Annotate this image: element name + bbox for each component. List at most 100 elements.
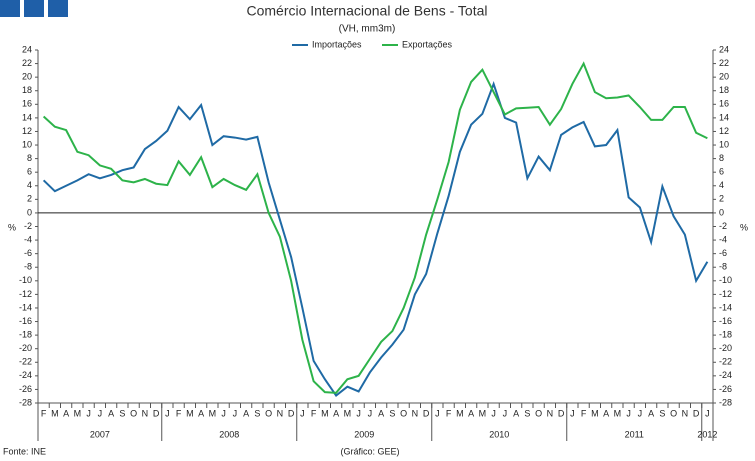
x-tick-label: J bbox=[221, 408, 226, 418]
x-tick-label: J bbox=[356, 408, 361, 418]
y2-tick-label: 22 bbox=[719, 58, 729, 68]
x-tick-label: F bbox=[311, 408, 317, 418]
x-tick-label: D bbox=[423, 408, 430, 418]
x-tick-label: M bbox=[74, 408, 82, 418]
y-axis-label: % bbox=[8, 222, 16, 232]
y2-tick-label: -8 bbox=[719, 262, 727, 272]
y2-tick-label: -14 bbox=[719, 302, 732, 312]
y-tick-label: -16 bbox=[19, 316, 32, 326]
chart-title: Comércio Internacional de Bens - Total bbox=[247, 3, 488, 19]
year-label: 2010 bbox=[489, 429, 509, 439]
x-tick-label: J bbox=[503, 408, 508, 418]
y-tick-label: 14 bbox=[22, 112, 32, 122]
y2-tick-label: 2 bbox=[719, 194, 724, 204]
x-tick-label: A bbox=[198, 408, 204, 418]
y2-tick-label: -12 bbox=[719, 289, 732, 299]
y-tick-label: -4 bbox=[24, 234, 32, 244]
x-tick-label: N bbox=[277, 408, 284, 418]
y2-axis-label: % bbox=[740, 222, 748, 232]
x-tick-label: N bbox=[412, 408, 419, 418]
x-tick-label: O bbox=[265, 408, 272, 418]
y-tick-label: 20 bbox=[22, 72, 32, 82]
y2-tick-label: 6 bbox=[719, 167, 724, 177]
x-tick-label: A bbox=[378, 408, 384, 418]
x-tick-label: J bbox=[98, 408, 103, 418]
y-tick-label: 24 bbox=[22, 44, 32, 54]
y-tick-label: -8 bbox=[24, 262, 32, 272]
legend-label: Importações bbox=[312, 39, 362, 49]
y-tick-label: 8 bbox=[27, 153, 32, 163]
logo-block bbox=[24, 0, 44, 17]
x-tick-label: J bbox=[435, 408, 440, 418]
y2-tick-label: -2 bbox=[719, 221, 727, 231]
x-tick-label: M bbox=[186, 408, 194, 418]
x-tick-label: M bbox=[591, 408, 599, 418]
y-tick-label: -28 bbox=[19, 397, 32, 407]
x-tick-label: A bbox=[648, 408, 654, 418]
x-tick-label: M bbox=[614, 408, 622, 418]
y2-tick-label: -16 bbox=[719, 316, 732, 326]
y2-tick-label: 10 bbox=[719, 139, 729, 149]
x-tick-label: J bbox=[491, 408, 496, 418]
x-tick-label: N bbox=[142, 408, 149, 418]
y-tick-label: -2 bbox=[24, 221, 32, 231]
x-tick-label: A bbox=[108, 408, 114, 418]
series-line bbox=[42, 61, 708, 394]
y2-tick-label: 14 bbox=[719, 112, 729, 122]
legend-label: Exportações bbox=[402, 39, 453, 49]
y2-tick-label: 12 bbox=[719, 126, 729, 136]
y-tick-label: 18 bbox=[22, 85, 32, 95]
y-tick-label: -12 bbox=[19, 289, 32, 299]
x-tick-label: D bbox=[693, 408, 700, 418]
y-tick-label: 22 bbox=[22, 58, 32, 68]
y2-tick-label: 4 bbox=[719, 180, 724, 190]
x-tick-label: M bbox=[321, 408, 329, 418]
y2-tick-label: -24 bbox=[719, 370, 732, 380]
y2-tick-label: 8 bbox=[719, 153, 724, 163]
y-tick-label: 12 bbox=[22, 126, 32, 136]
x-tick-label: S bbox=[254, 408, 260, 418]
x-tick-label: J bbox=[300, 408, 305, 418]
logo-block bbox=[0, 0, 20, 17]
x-tick-label: M bbox=[479, 408, 487, 418]
series-line bbox=[42, 80, 709, 397]
credit: (Gráfico: GEE) bbox=[340, 446, 399, 456]
x-tick-label: O bbox=[130, 408, 137, 418]
x-tick-label: F bbox=[41, 408, 47, 418]
y-tick-label: 6 bbox=[27, 167, 32, 177]
y-tick-label: -22 bbox=[19, 357, 32, 367]
x-tick-label: M bbox=[344, 408, 352, 418]
x-tick-label: O bbox=[670, 408, 677, 418]
y-tick-label: -26 bbox=[19, 384, 32, 394]
y2-tick-label: 18 bbox=[719, 85, 729, 95]
x-tick-label: M bbox=[209, 408, 217, 418]
x-tick-label: A bbox=[603, 408, 609, 418]
y2-tick-label: -28 bbox=[719, 397, 732, 407]
y2-tick-label: 16 bbox=[719, 99, 729, 109]
x-tick-label: S bbox=[524, 408, 530, 418]
y-tick-label: 16 bbox=[22, 99, 32, 109]
x-tick-label: J bbox=[86, 408, 91, 418]
x-tick-label: S bbox=[389, 408, 395, 418]
y-tick-label: 0 bbox=[27, 207, 32, 217]
x-tick-label: J bbox=[626, 408, 631, 418]
x-tick-label: A bbox=[243, 408, 249, 418]
year-label: 2008 bbox=[219, 429, 239, 439]
year-label: 2012 bbox=[697, 429, 717, 439]
x-tick-label: S bbox=[119, 408, 125, 418]
chart-subtitle: (VH, mm3m) bbox=[339, 24, 396, 35]
y2-tick-label: 20 bbox=[719, 72, 729, 82]
x-tick-label: J bbox=[165, 408, 170, 418]
x-tick-label: D bbox=[558, 408, 565, 418]
y2-tick-label: 0 bbox=[719, 207, 724, 217]
x-tick-label: S bbox=[659, 408, 665, 418]
y-tick-label: -18 bbox=[19, 329, 32, 339]
x-tick-label: N bbox=[682, 408, 689, 418]
x-tick-label: A bbox=[468, 408, 474, 418]
x-tick-label: M bbox=[456, 408, 464, 418]
logo-block bbox=[48, 0, 68, 17]
y2-tick-label: -20 bbox=[719, 343, 732, 353]
y-tick-label: 10 bbox=[22, 139, 32, 149]
year-label: 2009 bbox=[354, 429, 374, 439]
